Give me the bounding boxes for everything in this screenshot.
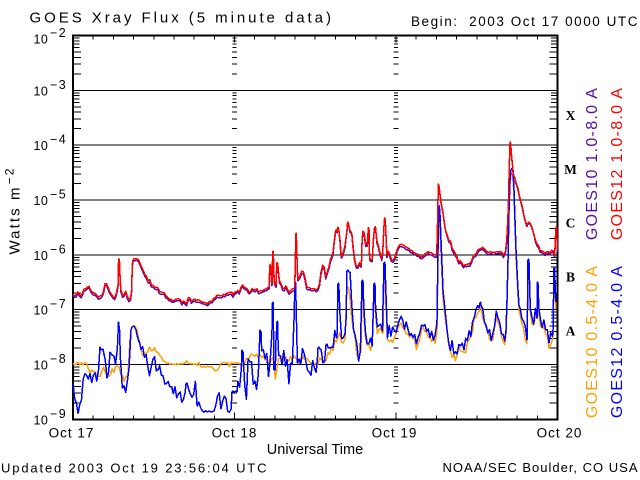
svg-text:−4: −4: [50, 133, 67, 147]
svg-text:GOES Xray Flux (5 minute data): GOES Xray Flux (5 minute data): [30, 10, 334, 27]
svg-text:Oct 20: Oct 20: [537, 426, 583, 441]
svg-text:M: M: [564, 162, 577, 177]
svg-text:GOES10 1.0-8.0 A: GOES10 1.0-8.0 A: [584, 87, 601, 240]
svg-text:−6: −6: [50, 242, 67, 256]
svg-text:Oct 17: Oct 17: [49, 426, 95, 441]
svg-text:X: X: [566, 108, 576, 123]
svg-text:10: 10: [34, 139, 49, 153]
svg-text:10: 10: [34, 33, 49, 47]
svg-text:−3: −3: [50, 78, 67, 92]
svg-text:Watts m−2: Watts m−2: [3, 166, 24, 254]
svg-text:−5: −5: [50, 188, 67, 202]
svg-text:10: 10: [34, 249, 49, 263]
svg-text:10: 10: [34, 413, 49, 427]
svg-text:10: 10: [34, 304, 49, 318]
svg-text:10: 10: [34, 84, 49, 98]
svg-text:A: A: [566, 323, 576, 338]
svg-text:−7: −7: [50, 297, 67, 311]
svg-text:10: 10: [34, 359, 49, 373]
svg-text:Oct 19: Oct 19: [372, 426, 418, 441]
svg-text:GOES10 0.5-4.0 A: GOES10 0.5-4.0 A: [584, 265, 601, 418]
svg-text:B: B: [566, 270, 575, 285]
svg-text:−2: −2: [50, 26, 67, 40]
svg-text:10: 10: [34, 194, 49, 208]
svg-text:−9: −9: [50, 407, 67, 421]
svg-text:Updated 2003 Oct 19 23:56:04 U: Updated 2003 Oct 19 23:56:04 UTC: [1, 461, 268, 476]
svg-text:Begin: 2003 Oct 17 0000 UTC: Begin: 2003 Oct 17 0000 UTC: [411, 14, 639, 29]
svg-text:C: C: [566, 216, 576, 231]
svg-text:GOES12 1.0-8.0 A: GOES12 1.0-8.0 A: [609, 87, 626, 240]
svg-text:Universal Time: Universal Time: [267, 442, 364, 458]
svg-text:NOAA/SEC Boulder, CO USA: NOAA/SEC Boulder, CO USA: [443, 460, 639, 475]
svg-text:GOES12 0.5-4.0 A: GOES12 0.5-4.0 A: [609, 265, 626, 418]
svg-text:Oct 18: Oct 18: [212, 426, 258, 441]
svg-text:−8: −8: [50, 352, 67, 366]
